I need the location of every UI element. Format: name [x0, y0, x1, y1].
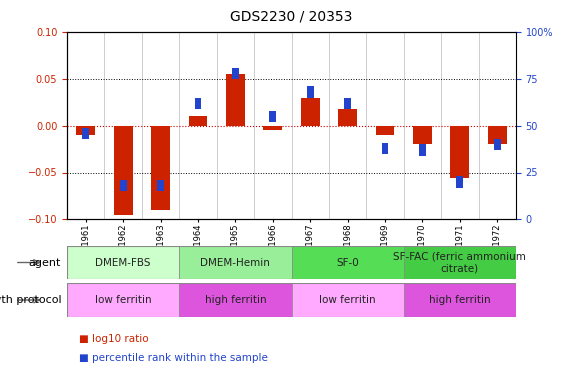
Bar: [232, 68, 239, 79]
Bar: [375, 126, 394, 135]
Bar: [114, 126, 132, 214]
Text: SF-FAC (ferric ammonium
citrate): SF-FAC (ferric ammonium citrate): [394, 252, 526, 273]
Bar: [301, 98, 319, 126]
Bar: [226, 74, 245, 126]
Text: growth protocol: growth protocol: [0, 295, 61, 305]
Bar: [307, 86, 314, 98]
Bar: [494, 139, 501, 150]
Text: DMEM-FBS: DMEM-FBS: [96, 258, 151, 267]
Bar: [403, 246, 516, 279]
Bar: [488, 126, 507, 144]
Bar: [338, 109, 357, 126]
Text: high ferritin: high ferritin: [205, 295, 266, 305]
Text: GDS2230 / 20353: GDS2230 / 20353: [230, 9, 353, 23]
Bar: [189, 116, 208, 126]
Bar: [451, 126, 469, 178]
Bar: [195, 98, 201, 109]
Text: SF-0: SF-0: [336, 258, 359, 267]
Bar: [382, 142, 388, 154]
Bar: [179, 246, 292, 279]
Text: high ferritin: high ferritin: [429, 295, 491, 305]
Text: ■ log10 ratio: ■ log10 ratio: [79, 334, 148, 344]
Bar: [67, 283, 179, 317]
Bar: [292, 283, 403, 317]
Bar: [151, 126, 170, 210]
Text: low ferritin: low ferritin: [319, 295, 376, 305]
Bar: [120, 180, 127, 191]
Bar: [157, 180, 164, 191]
Bar: [292, 246, 403, 279]
Bar: [264, 126, 282, 130]
Bar: [403, 283, 516, 317]
Text: low ferritin: low ferritin: [95, 295, 152, 305]
Bar: [269, 111, 276, 122]
Bar: [76, 126, 95, 135]
Bar: [82, 128, 89, 139]
Bar: [344, 98, 351, 109]
Bar: [456, 176, 463, 188]
Bar: [67, 246, 179, 279]
Text: DMEM-Hemin: DMEM-Hemin: [201, 258, 271, 267]
Text: ■ percentile rank within the sample: ■ percentile rank within the sample: [79, 353, 268, 363]
Bar: [413, 126, 432, 144]
Bar: [419, 144, 426, 156]
Text: agent: agent: [29, 258, 61, 267]
Bar: [179, 283, 292, 317]
